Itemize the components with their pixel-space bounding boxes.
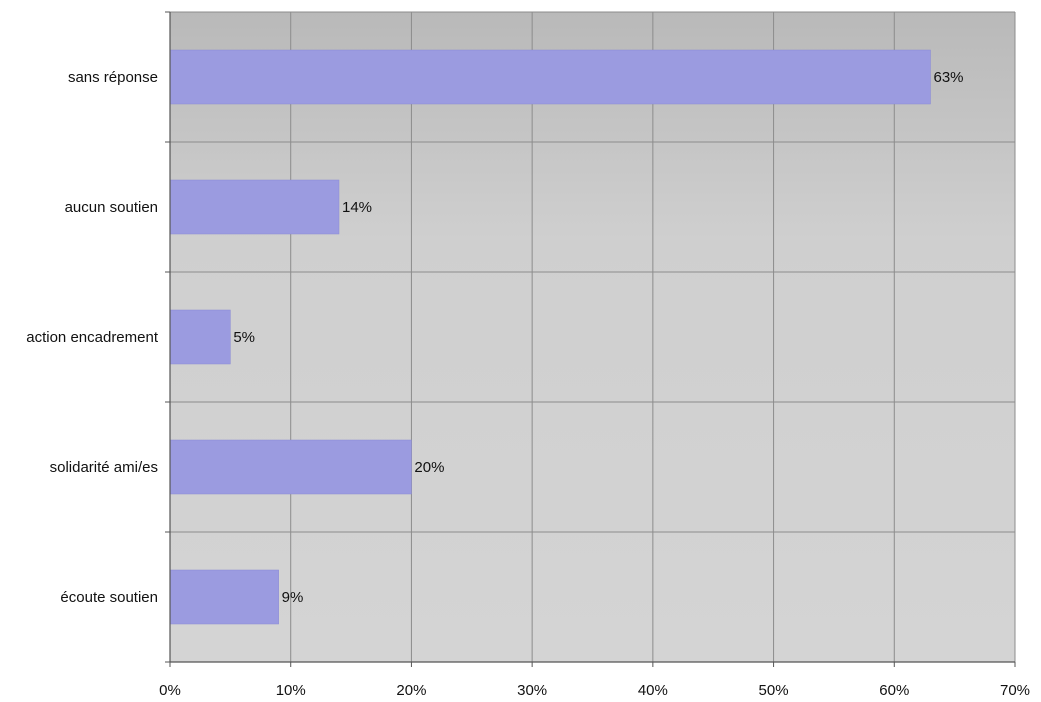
x-tick-label: 10% (276, 682, 306, 699)
category-label: solidarité ami/es (50, 459, 158, 476)
bar (169, 49, 931, 105)
x-tick-label: 60% (879, 682, 909, 699)
bar (169, 569, 279, 625)
category-label: sans réponse (68, 69, 158, 86)
x-tick-label: 30% (517, 682, 547, 699)
labels: 63% sans réponse 14% aucun soutien 5% action … (26, 69, 1030, 699)
data-label: 20% (414, 459, 444, 476)
data-label: 9% (282, 589, 304, 606)
x-tick-label: 50% (759, 682, 789, 699)
data-label: 63% (934, 69, 964, 86)
bar (169, 439, 412, 495)
category-label: aucun soutien (65, 199, 158, 216)
x-tick-label: 0% (159, 682, 181, 699)
bar (169, 309, 231, 365)
x-tick-label: 20% (396, 682, 426, 699)
bar (169, 179, 340, 235)
data-label: 14% (342, 199, 372, 216)
bars (169, 49, 931, 625)
category-label: action encadrement (26, 329, 159, 346)
data-label: 5% (233, 329, 255, 346)
plot-area (170, 12, 1015, 662)
x-tick-label: 70% (1000, 682, 1030, 699)
category-label: écoute soutien (60, 589, 158, 606)
gridlines (169, 11, 1016, 662)
plot-background (170, 12, 1015, 662)
axes (165, 11, 1016, 667)
x-tick-label: 40% (638, 682, 668, 699)
